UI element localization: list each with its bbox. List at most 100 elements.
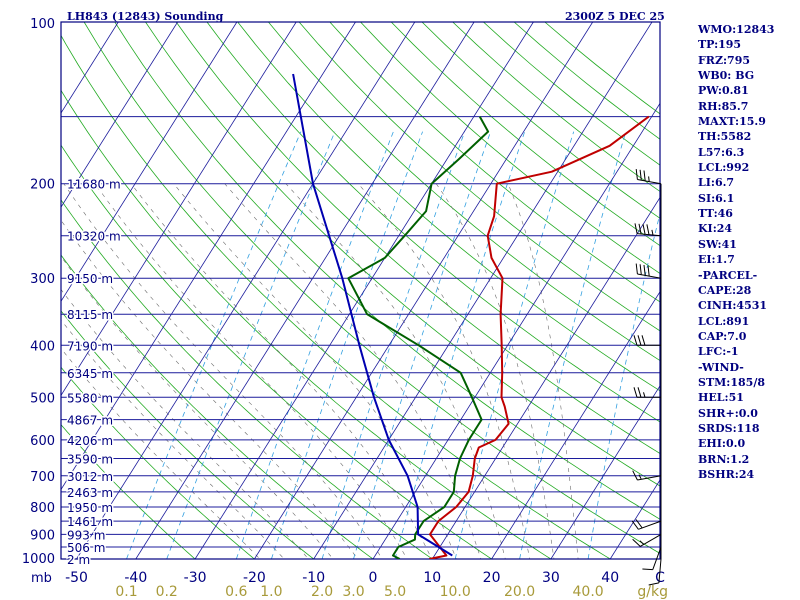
height-label: 5580 m [67,391,113,405]
dry-adiabat [61,34,611,559]
height-label: 506 m [67,541,105,555]
stat-line: -PARCEL- [698,268,758,282]
stat-line: L57:6.3 [698,145,745,159]
stat-line: PW:0.81 [698,84,749,98]
mixing-ratio-tick-label: 1.0 [260,584,282,600]
mixing-ratio-line [587,211,660,559]
height-label: 4867 m [67,414,113,428]
pressure-tick-label: 900 [30,528,55,543]
mixing-ratio-unit-label: g/kg [637,584,668,600]
height-label: 993 m [67,528,105,542]
height-label: 8115 m [67,308,113,322]
stat-line: TH:5582 [698,130,752,144]
temperature-tick-label: 0 [369,570,378,586]
mixing-ratio-tick-label: 5.0 [384,584,406,600]
height-label: 3590 m [67,453,113,467]
isotherm [431,196,660,559]
wind-barb [634,223,662,237]
dry-adiabat [114,22,660,520]
pressure-unit-label: mb [31,571,52,586]
mixing-ratio-line [321,131,466,559]
mixing-ratio-tick-label: 40.0 [573,584,604,600]
moist-adiabat [61,347,261,559]
height-label: 9150 m [67,272,113,286]
isotherm [61,22,119,114]
moist-adiabat [507,183,579,559]
moist-adiabat [61,319,285,559]
stat-line: WB0: BG [698,69,755,83]
temperature-tick-label: -50 [65,570,88,586]
isotherm [61,22,297,397]
wind-barb [642,546,662,571]
height-label: 10320 m [67,230,121,244]
stat-line: TT:46 [698,207,733,221]
dewpoint-profile [347,116,490,559]
height-label: 6345 m [67,367,113,381]
isotherm [550,385,660,559]
stat-line: SW:41 [698,237,737,251]
temperature-tick-label: -10 [302,570,325,586]
wind-barb [635,169,662,185]
pressure-tick-label: 200 [30,178,55,193]
stat-line: MAXT:15.9 [698,115,766,129]
dry-adiabat [360,22,660,274]
height-label: 2463 m [67,486,113,500]
wind-barb [632,470,662,481]
pressure-tick-label: 300 [30,272,55,287]
stat-line: EI:1.7 [698,253,735,267]
mixing-ratio-tick-label: 10.0 [440,584,471,600]
dry-adiabat [237,22,660,392]
dry-adiabat [61,144,493,559]
wind-barb [635,263,662,279]
stat-line: RH:85.7 [698,99,749,113]
dry-adiabat [83,22,660,554]
isotherm [61,22,238,302]
stat-line: LFC:-1 [698,345,739,359]
isotherm [194,22,534,559]
parcel-profile [292,73,453,557]
isotherm [491,290,660,559]
mixing-ratio-tick-label: 0.6 [225,584,247,600]
mixing-ratio-tick-label: 0.1 [115,584,137,600]
stat-line: HEL:51 [698,391,744,405]
pressure-tick-label: 600 [30,434,55,449]
mixing-ratio-line [353,131,491,559]
stat-line: TP:195 [698,38,742,52]
stat-line: SRDS:118 [698,421,760,435]
isotherm [61,22,178,208]
height-label: 7190 m [67,339,113,353]
stat-line: SHR+:0.0 [698,406,758,420]
stat-line: LCL:891 [698,314,750,328]
wind-barb [633,387,661,398]
chart-title: LH843 (12843) Sounding [67,10,224,23]
moist-adiabat [61,255,334,559]
stat-line: WMO:12843 [698,23,775,36]
temperature-unit-label: C [655,570,665,586]
height-label: 11680 m [67,178,121,192]
stat-line: KI:24 [698,222,733,236]
stat-line: CAPE:28 [698,283,752,297]
stat-line: CINH:4531 [698,299,768,313]
pressure-tick-label: 400 [30,339,55,354]
stat-line: FRZ:795 [698,53,751,67]
temperature-tick-label: 10 [423,570,441,586]
isotherm [313,22,653,559]
dry-adiabat [206,22,660,423]
wind-barb [632,533,662,547]
moist-adiabat [173,183,457,559]
pressure-tick-label: 100 [30,17,55,32]
wind-barb [633,335,661,346]
isotherm [254,22,594,559]
valid-time: 2300Z 5 DEC 25 [565,10,665,23]
height-label: 1950 m [67,501,113,515]
moist-adiabat [61,288,309,559]
dry-adiabat [268,22,660,362]
dry-adiabat [329,22,660,303]
temperature-tick-label: -40 [124,570,147,586]
dry-adiabat [61,366,256,559]
dry-adiabat [298,22,660,332]
plot-frame [60,21,661,560]
height-label: 1461 m [67,515,113,529]
dry-adiabat [390,22,660,247]
